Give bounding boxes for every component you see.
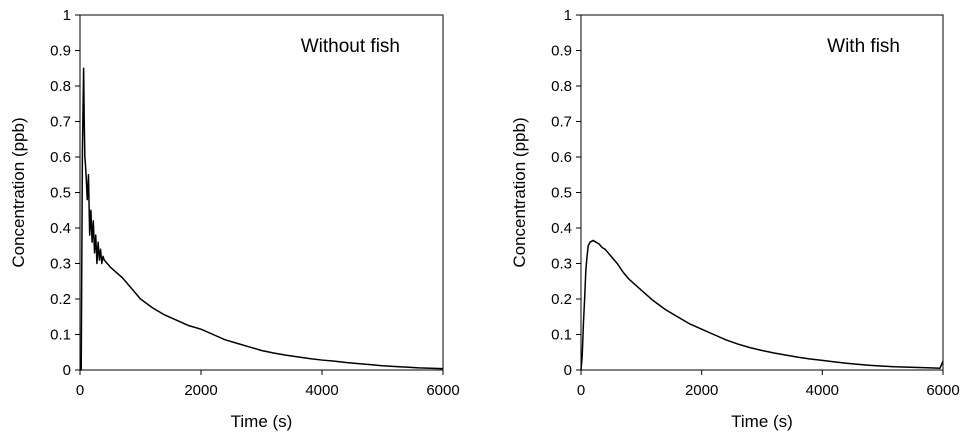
y-tick-label: 0.9	[551, 43, 572, 60]
y-tick-label: 0.5	[50, 185, 71, 202]
chart-panel-with-fish: 0 0.1 0.2 0.3 0.4 0.5 0.6 0.7 0.8 0.9 1 0 2000 4000 60…	[510, 7, 960, 431]
x-tick-label: 4000	[305, 382, 338, 399]
y-tick-label: 0.6	[551, 149, 572, 166]
y-tick-label: 0.3	[50, 256, 71, 273]
panel-annotation: With fish	[827, 36, 900, 57]
panel-annotation: Without fish	[301, 36, 400, 57]
x-tick-label: 0	[577, 382, 585, 399]
y-axis-label: Concentration (ppb)	[9, 117, 28, 267]
plot-frame	[580, 14, 944, 371]
x-axis-label: Time (s)	[731, 412, 793, 431]
x-tick-label: 0	[76, 382, 84, 399]
y-tick-label: 0.2	[551, 291, 572, 308]
y-tick-label: 0	[564, 362, 572, 379]
y-tick-label: 0.2	[50, 291, 71, 308]
x-tick-label: 6000	[926, 382, 959, 399]
x-tick-label: 4000	[806, 382, 839, 399]
y-tick-label: 0.4	[50, 220, 71, 237]
y-tick-label: 0	[63, 362, 71, 379]
x-tick-label: 2000	[685, 382, 718, 399]
plot-frame	[79, 14, 444, 371]
series-line	[580, 239, 944, 371]
y-tick-label: 0.9	[50, 43, 71, 60]
series-line	[80, 67, 444, 371]
y-tick-label: 0.8	[50, 78, 71, 95]
y-tick-label: 0.7	[551, 114, 572, 131]
y-tick-label: 0.4	[551, 220, 572, 237]
y-tick-label: 1	[564, 7, 572, 24]
chart-panel-without-fish: 0 0.1 0.2 0.3 0.4 0.5 0.6 0.7 0.8 0.9 1 0 2000 4000 60…	[9, 7, 460, 431]
y-tick-label: 1	[63, 7, 71, 24]
y-tick-label: 0.1	[551, 327, 572, 344]
y-tick-label: 0.7	[50, 114, 71, 131]
x-tick-label: 2000	[184, 382, 217, 399]
y-tick-label: 0.3	[551, 256, 572, 273]
y-tick-label: 0.1	[50, 327, 71, 344]
y-tick-label: 0.6	[50, 149, 71, 166]
y-axis-label: Concentration (ppb)	[510, 117, 529, 267]
x-axis-label: Time (s)	[231, 412, 293, 431]
y-tick-label: 0.8	[551, 78, 572, 95]
y-tick-label: 0.5	[551, 185, 572, 202]
x-tick-label: 6000	[426, 382, 459, 399]
